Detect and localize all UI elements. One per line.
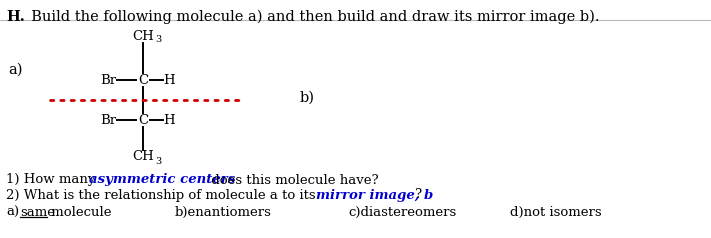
Text: asymmetric centers: asymmetric centers: [89, 174, 235, 187]
Text: b)enantiomers: b)enantiomers: [175, 205, 272, 218]
Text: b): b): [300, 91, 315, 105]
Text: 2) What is the relationship of molecule a to its: 2) What is the relationship of molecule …: [6, 188, 320, 202]
Text: c)diastereomers: c)diastereomers: [348, 205, 456, 218]
Text: mirror image, b: mirror image, b: [316, 188, 433, 202]
Text: CH: CH: [132, 30, 154, 43]
Text: a): a): [8, 63, 23, 77]
Text: H: H: [163, 74, 175, 86]
Text: C: C: [138, 74, 148, 86]
Text: d)not isomers: d)not isomers: [510, 205, 602, 218]
Text: molecule: molecule: [47, 205, 112, 218]
Text: does this molecule have?: does this molecule have?: [207, 174, 379, 187]
Text: 3: 3: [155, 35, 161, 45]
Text: H.: H.: [6, 10, 25, 24]
Text: 3: 3: [155, 157, 161, 165]
Text: ?: ?: [414, 188, 421, 202]
Text: a): a): [6, 205, 19, 218]
Text: CH: CH: [132, 150, 154, 164]
Text: C: C: [138, 114, 148, 127]
Text: Build the following molecule a) and then build and draw its mirror image b).: Build the following molecule a) and then…: [22, 10, 599, 24]
Text: 1) How many: 1) How many: [6, 174, 100, 187]
Text: same: same: [20, 205, 55, 218]
Text: H: H: [163, 114, 175, 127]
Text: Br: Br: [100, 74, 116, 86]
Text: Br: Br: [100, 114, 116, 127]
